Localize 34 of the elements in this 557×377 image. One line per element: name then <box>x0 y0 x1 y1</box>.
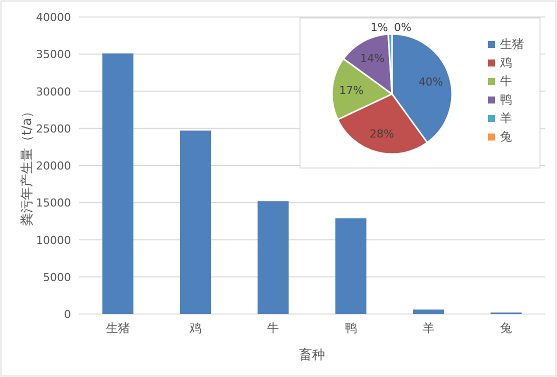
x-tick-label: 鸡 <box>188 321 202 335</box>
bar <box>102 53 134 314</box>
x-tick-label: 兔 <box>500 321 512 335</box>
y-tick-label: 10000 <box>36 234 71 247</box>
data-label: 28% <box>370 128 394 141</box>
legend-label: 鸭 <box>500 92 512 106</box>
bar <box>335 218 366 314</box>
data-label: 40% <box>418 75 444 88</box>
legend-label: 兔 <box>500 130 512 144</box>
y-tick-label: 0 <box>64 308 71 321</box>
y-tick-label: 20000 <box>36 160 71 172</box>
bar <box>258 201 289 314</box>
y-tick-label: 15000 <box>36 196 71 210</box>
text: 0% <box>394 21 412 34</box>
y-axis-title: 粪污年产生量（t/a） <box>20 104 35 226</box>
data-label: 14% <box>360 52 385 66</box>
x-tick-label: 羊 <box>422 321 434 335</box>
bar <box>412 310 444 314</box>
data-label: 17% <box>339 84 364 98</box>
y-tick-label: 30000 <box>36 85 71 98</box>
data-label: 1% <box>370 21 388 34</box>
y-tick-label: 5000 <box>43 270 71 284</box>
legend-label: 鸡 <box>499 56 512 70</box>
x-tick-label: 牛 <box>267 321 280 335</box>
legend-label: 牛 <box>500 74 512 88</box>
bar <box>180 130 212 314</box>
legend-label: 羊 <box>500 111 512 125</box>
x-tick-label: 生猪 <box>106 321 130 335</box>
x-tick-label: 鸭 <box>344 321 357 335</box>
y-tick-label: 35000 <box>36 48 71 62</box>
y-tick-label: 40000 <box>36 11 71 24</box>
x-axis-title: 畜种 <box>299 347 325 363</box>
legend-label: 生猪 <box>500 37 524 51</box>
y-tick-label: 25000 <box>36 122 71 136</box>
